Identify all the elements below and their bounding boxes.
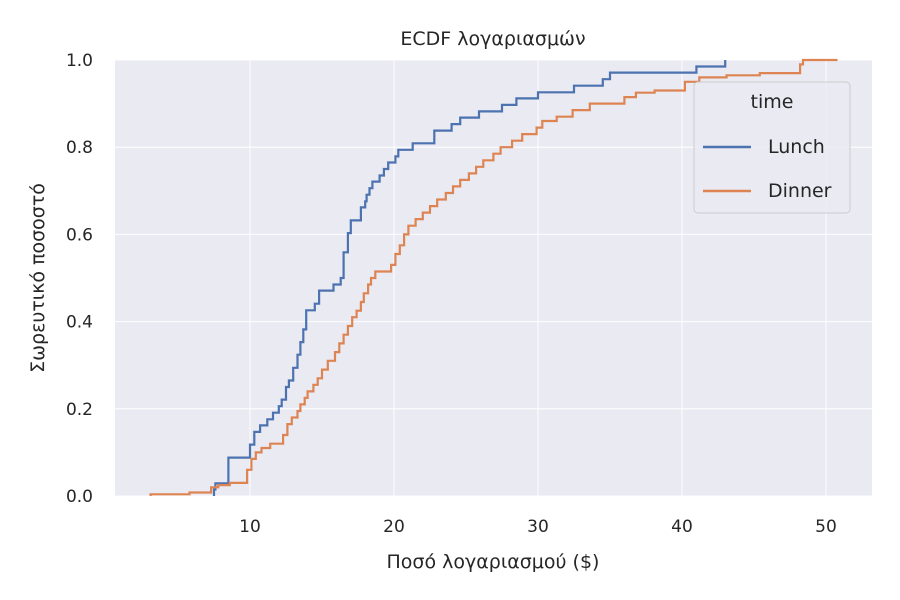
y-tick-label: 0.8 (66, 138, 93, 158)
x-axis-ticks: 10 20 30 40 50 (239, 517, 837, 537)
x-axis-label: Ποσό λογαριασμού ($) (387, 551, 600, 573)
ecdf-line-dinner (149, 58, 838, 496)
chart-title: ECDF λογαριασμών (400, 28, 585, 50)
y-tick-label: 0.0 (66, 487, 93, 507)
y-tick-label: 1.0 (66, 51, 93, 71)
legend-label-dinner: Dinner (768, 180, 832, 202)
series-layer (149, 58, 838, 496)
x-tick-label: 10 (239, 517, 261, 537)
legend-box (693, 81, 851, 214)
legend-title: time (751, 91, 794, 113)
x-tick-label: 40 (671, 517, 693, 537)
y-tick-label: 0.6 (66, 225, 93, 245)
y-tick-label: 0.2 (66, 400, 93, 420)
ecdf-line-lunch (212, 60, 727, 496)
x-tick-label: 20 (383, 517, 405, 537)
x-tick-label: 50 (815, 517, 837, 537)
y-axis-ticks: 0.0 0.2 0.4 0.6 0.8 1.0 (66, 51, 93, 507)
y-tick-label: 0.4 (66, 313, 93, 333)
legend: time Lunch Dinner (693, 81, 851, 214)
y-axis-label: Σωρευτικό ποσοστό (27, 183, 49, 373)
legend-label-lunch: Lunch (768, 136, 825, 158)
x-tick-label: 30 (527, 517, 549, 537)
